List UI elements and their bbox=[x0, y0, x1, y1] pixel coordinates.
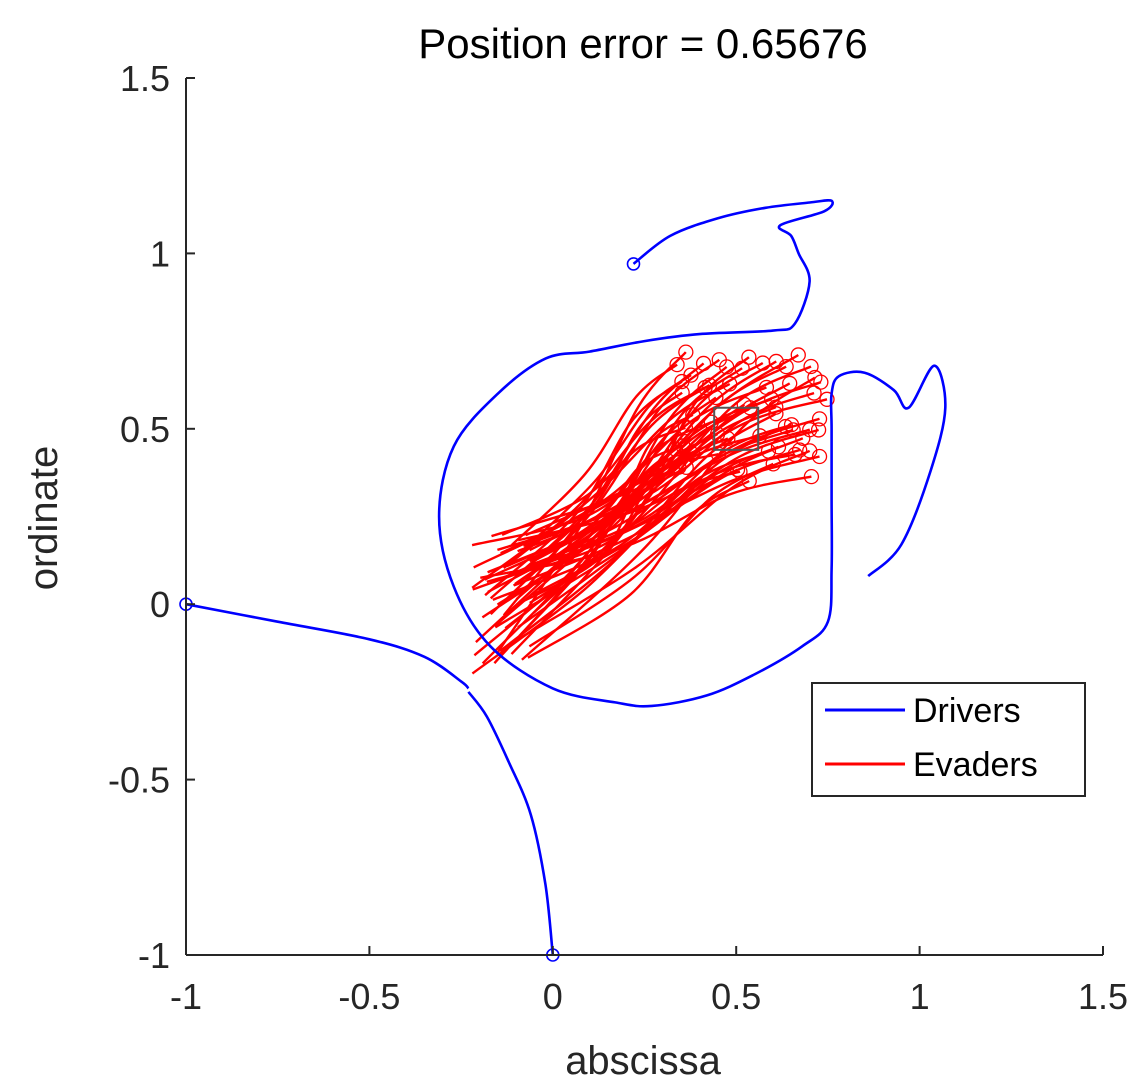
evader-path bbox=[501, 426, 686, 536]
evader-trajectories bbox=[471, 344, 835, 675]
evader-end-marker bbox=[778, 358, 794, 375]
driver-path bbox=[185, 602, 470, 690]
target-box bbox=[713, 406, 760, 451]
evader-end-marker bbox=[669, 356, 685, 373]
driver-path bbox=[467, 691, 555, 956]
evader-path bbox=[484, 380, 683, 597]
evader-path bbox=[515, 367, 743, 601]
y-ticks: -1 -0.5 0 0.5 1 1.5 bbox=[108, 58, 195, 976]
evader-end-marker bbox=[790, 347, 806, 363]
y-tick-label: -0.5 bbox=[108, 760, 170, 801]
evader-path bbox=[475, 353, 799, 643]
y-tick-label: 1.5 bbox=[120, 58, 170, 99]
evader-end-marker bbox=[685, 446, 701, 462]
evader-end-marker bbox=[811, 411, 828, 427]
evader-end-marker bbox=[810, 422, 827, 438]
legend: Drivers Evaders bbox=[811, 682, 1086, 797]
legend-label-drivers: Drivers bbox=[913, 692, 1021, 730]
evader-path bbox=[532, 356, 750, 614]
evader-end-marker bbox=[718, 359, 735, 375]
x-axis-label: abscissa bbox=[565, 1039, 721, 1083]
x-tick-label: 1 bbox=[910, 976, 930, 1017]
evader-end-marker bbox=[803, 358, 819, 375]
evader-end-marker bbox=[695, 355, 712, 372]
evader-path bbox=[471, 468, 739, 675]
y-tick-label: 0.5 bbox=[120, 409, 170, 450]
evader-end-marker bbox=[768, 406, 784, 422]
evader-end-marker bbox=[806, 385, 822, 401]
driver-start-marker bbox=[626, 257, 641, 271]
evader-end-marker bbox=[741, 349, 757, 365]
x-ticks: -1 -0.5 0 0.5 1 1.5 bbox=[170, 946, 1128, 1017]
y-tick-label: 1 bbox=[150, 233, 170, 274]
evader-end-marker bbox=[807, 369, 823, 386]
evader-path bbox=[531, 406, 777, 564]
evader-path bbox=[521, 376, 816, 661]
axes: -1 -0.5 0 0.5 1 1.5 -1 -0.5 0 0.5 1 1.5 bbox=[108, 58, 1128, 1017]
evader-path bbox=[491, 398, 828, 538]
evader-path bbox=[517, 453, 796, 542]
chart-title: Position error = 0.65676 bbox=[418, 20, 867, 67]
evader-end-marker bbox=[783, 417, 800, 433]
y-axis-label: ordinate bbox=[22, 446, 66, 591]
plot-area bbox=[179, 198, 947, 962]
x-tick-label: 0 bbox=[543, 976, 563, 1017]
evader-end-marker bbox=[819, 391, 835, 407]
x-tick-label: -1 bbox=[170, 976, 202, 1017]
x-tick-label: 1.5 bbox=[1078, 976, 1128, 1017]
y-tick-label: 0 bbox=[150, 584, 170, 625]
evader-end-marker bbox=[782, 375, 798, 392]
evader-path bbox=[471, 384, 711, 589]
evader-end-marker bbox=[765, 456, 781, 472]
x-tick-label: -0.5 bbox=[338, 976, 400, 1017]
evader-end-marker bbox=[770, 439, 787, 455]
evader-path bbox=[512, 365, 787, 587]
evader-path bbox=[527, 479, 750, 659]
legend-label-evaders: Evaders bbox=[913, 746, 1038, 784]
evader-end-marker bbox=[787, 446, 803, 463]
evader-end-marker bbox=[674, 373, 690, 390]
evader-end-marker bbox=[803, 468, 820, 485]
driver-path bbox=[437, 198, 947, 708]
evader-end-marker bbox=[708, 389, 724, 406]
y-tick-label: -1 bbox=[138, 935, 170, 976]
evader-end-marker bbox=[811, 448, 828, 465]
evader-end-marker bbox=[734, 360, 750, 376]
legend-box bbox=[811, 682, 1086, 797]
evader-end-marker bbox=[792, 442, 808, 458]
evader-path bbox=[493, 366, 728, 664]
x-tick-label: 0.5 bbox=[711, 976, 761, 1017]
evader-end-marker bbox=[678, 344, 694, 360]
evader-end-marker bbox=[758, 379, 775, 396]
